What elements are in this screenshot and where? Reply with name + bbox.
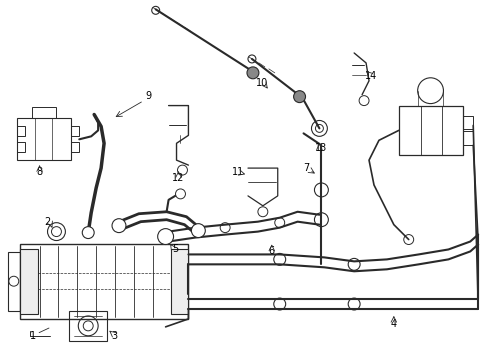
Text: 1: 1 — [30, 331, 36, 341]
Text: 12: 12 — [172, 173, 184, 183]
Bar — [462, 116, 472, 129]
Circle shape — [112, 219, 126, 233]
Bar — [20, 244, 188, 319]
Bar — [71, 126, 79, 136]
Text: 8: 8 — [37, 167, 42, 177]
Bar — [17, 118, 71, 160]
Circle shape — [82, 227, 94, 239]
Text: 11: 11 — [231, 167, 244, 177]
Text: 13: 13 — [315, 143, 327, 153]
Bar — [71, 142, 79, 152]
Circle shape — [191, 224, 205, 238]
Circle shape — [175, 189, 185, 199]
Bar — [398, 105, 462, 155]
Bar — [32, 107, 56, 118]
Text: 6: 6 — [268, 247, 274, 256]
Bar — [170, 249, 188, 314]
Text: 4: 4 — [390, 319, 396, 329]
Circle shape — [293, 91, 305, 103]
Circle shape — [246, 67, 258, 79]
Text: 2: 2 — [44, 217, 51, 227]
Bar — [17, 142, 25, 152]
Text: 9: 9 — [145, 91, 151, 101]
Text: 10: 10 — [255, 78, 267, 88]
Text: 14: 14 — [364, 71, 376, 81]
Bar — [8, 252, 20, 311]
Bar — [17, 126, 25, 136]
Text: 7: 7 — [303, 163, 309, 173]
Text: 5: 5 — [172, 244, 178, 255]
Text: 3: 3 — [111, 331, 117, 341]
Bar — [462, 131, 472, 145]
Bar — [69, 311, 107, 341]
Circle shape — [157, 229, 173, 244]
Bar — [20, 249, 38, 314]
